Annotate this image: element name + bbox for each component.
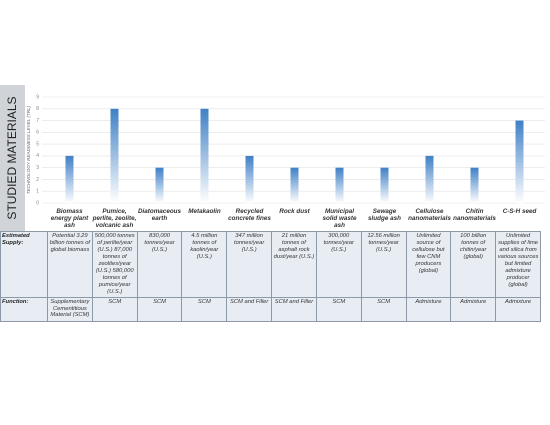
x-tick-label: Municipal solid waste ash <box>322 208 357 230</box>
y-tick-label: 9 <box>36 94 39 100</box>
table-cell: SCM and Filler <box>226 296 273 322</box>
table-row: Function: Supplementary Cementitious Mate… <box>0 296 541 322</box>
table-cell: 300,000 tonnes/year (U.S.) <box>315 231 362 298</box>
table-cell: Potential 3.29 billion tonnes of global … <box>47 231 93 298</box>
table-cell: Unlimited source of cellulose but few CN… <box>405 231 452 298</box>
table-cell: 4.5 million tonnes of kaolin/year (U.S.) <box>181 231 228 298</box>
y-tick-label: 8 <box>36 106 39 112</box>
table-cell: 347 million tonnes/year (U.S.) <box>226 231 273 298</box>
table-cell: Supplementary Cementitious Material (SCM… <box>47 296 93 322</box>
y-tick-label: 0 <box>36 200 39 206</box>
y-axis-title: TECHNOLOGY READINESS LEVEL (TRL) <box>26 105 31 194</box>
bar <box>380 167 389 203</box>
table-cell: 21 million tonnes of asphalt rock dust/y… <box>271 231 317 298</box>
bar <box>425 155 434 203</box>
x-tick-label: Metakaolin <box>188 208 221 215</box>
table-cell: SCM <box>181 296 228 322</box>
x-tick-label: Diatomaceous earth <box>137 208 182 223</box>
bar <box>65 155 74 203</box>
x-tick-label: Recycled concrete fines <box>228 208 271 223</box>
x-tick-label: C-S-H seed <box>502 208 537 215</box>
table-cell: SCM <box>91 296 138 322</box>
table-cell: 100 billion tonnes of chitin/year (globa… <box>450 231 497 298</box>
side-band <box>0 85 25 231</box>
x-tick-label: Chitin nanomaterials <box>453 208 496 223</box>
x-tick-label: Rock dust <box>279 208 310 215</box>
y-tick-label: 4 <box>36 153 39 159</box>
table-cell: SCM <box>136 296 183 322</box>
row-header: Estimated Supply: <box>0 231 48 298</box>
y-tick-label: 5 <box>36 141 39 147</box>
table-cell: Unlimited supplies of lime and silica fr… <box>495 231 541 298</box>
table-cell: SCM and Filler <box>271 296 317 322</box>
bar <box>200 108 209 203</box>
table-cell: Admixture <box>495 296 541 322</box>
table-cell: 830,000 tonnes/year (U.S.) <box>136 231 183 298</box>
x-tick-label: Cellulose nanomaterials <box>408 208 451 223</box>
bar <box>110 108 119 203</box>
bar <box>515 120 524 203</box>
bar <box>335 167 344 203</box>
table-cell: 12.56 million tonnes/year (U.S.) <box>360 231 407 298</box>
table-cell: Admixture <box>450 296 497 322</box>
data-table: Estimated Supply: Potential 3.29 billion … <box>0 231 541 322</box>
y-tick-label: 2 <box>36 177 39 183</box>
x-tick-label: Biomass energy plant ash <box>50 208 89 230</box>
table-cell: SCM <box>315 296 362 322</box>
bar <box>290 167 299 203</box>
table-cell: SCM <box>360 296 407 322</box>
bar <box>155 167 164 203</box>
table-cell: Admixture <box>405 296 452 322</box>
x-tick-label: Sewage sludge ash <box>368 208 401 223</box>
y-tick-label: 7 <box>36 118 39 124</box>
y-tick-label: 1 <box>36 189 39 195</box>
y-tick-label: 3 <box>36 165 39 171</box>
table-row: Estimated Supply: Potential 3.29 billion … <box>0 231 541 298</box>
table-cell: 500,000 tonnes of perlite/year (U.S.) 87… <box>91 231 138 298</box>
bar <box>470 167 479 203</box>
y-tick-label: 6 <box>36 130 39 136</box>
x-tick-label: Pumice, perlite, zeolite, volcanic ash <box>92 208 137 230</box>
bar <box>245 155 254 203</box>
row-header: Function: <box>0 296 48 322</box>
side-label: STUDIED MATERIALS <box>5 96 19 219</box>
